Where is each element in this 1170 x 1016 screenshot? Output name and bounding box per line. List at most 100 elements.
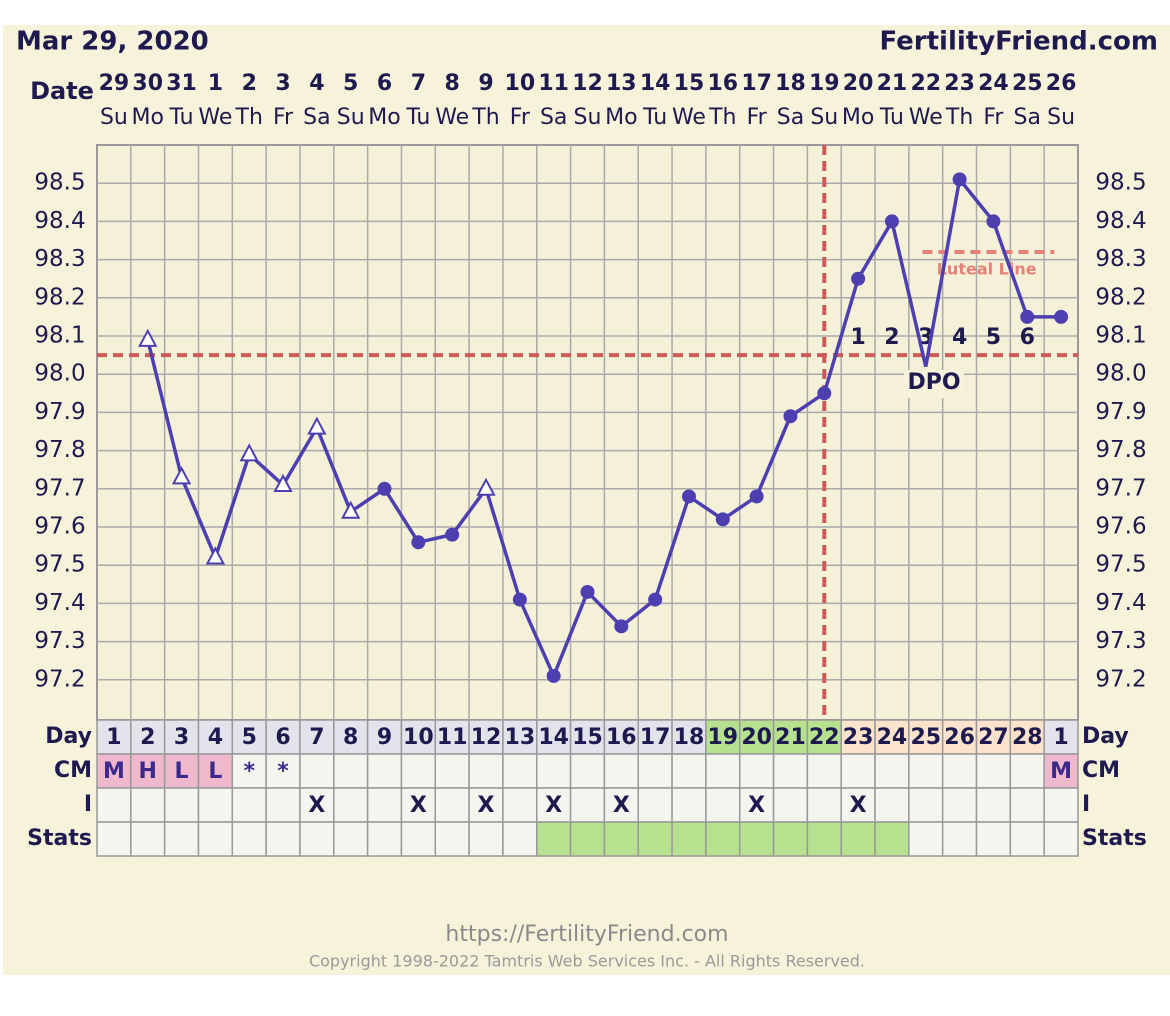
- table-cell: [265, 821, 301, 857]
- table-cell: [333, 821, 369, 857]
- table-cell: [806, 787, 842, 823]
- cell-text: 16: [606, 725, 637, 750]
- table-cell: [536, 753, 572, 789]
- temperature-point-open: [239, 443, 259, 462]
- table-cell: [366, 719, 403, 755]
- table-cell: [874, 787, 910, 823]
- y-tick-label: 98.3: [34, 246, 85, 272]
- weekday-label: Sa: [303, 105, 330, 130]
- cell-text: 3: [174, 725, 189, 750]
- cell-text: X: [308, 793, 325, 818]
- row-label-right: I: [1082, 792, 1090, 817]
- cell-text: L: [175, 759, 189, 784]
- cell-text: 10: [403, 725, 434, 750]
- date-label: 31: [166, 71, 197, 96]
- cell-text: 24: [877, 725, 908, 750]
- cell-text: 27: [978, 725, 1009, 750]
- table-cell: [434, 821, 470, 857]
- weekday-label: Th: [708, 105, 736, 130]
- footer-url: https://FertilityFriend.com: [445, 922, 728, 947]
- table-cell: [705, 787, 741, 823]
- temperature-point: [715, 512, 730, 527]
- table-cell: [1043, 821, 1079, 857]
- table-cell: [1043, 787, 1079, 823]
- temperature-point: [884, 214, 899, 229]
- dpo-label-bg: [904, 370, 964, 398]
- table-cell: [772, 821, 809, 857]
- temperature-point: [546, 668, 561, 683]
- table-cell: [874, 753, 910, 789]
- y-tick-label-right: 98.0: [1095, 361, 1146, 387]
- cell-text: *: [243, 759, 255, 784]
- date-label: 8: [445, 71, 460, 96]
- temperature-point-open: [476, 477, 496, 496]
- weekday-label: We: [435, 105, 469, 130]
- table-cell: [569, 821, 606, 857]
- dpo-number: 4: [952, 325, 967, 350]
- date-label: 5: [343, 71, 358, 96]
- y-tick-label-right: 97.5: [1095, 552, 1146, 578]
- row-label: I: [84, 792, 92, 817]
- date-label: 3: [275, 71, 290, 96]
- dpo-number: 6: [1020, 325, 1035, 350]
- y-tick-label: 98.5: [34, 170, 85, 196]
- table-cell: [96, 719, 132, 755]
- table-cell: [840, 787, 876, 823]
- temperature-point: [986, 214, 1001, 229]
- cell-text: 7: [309, 725, 324, 750]
- table-cell: [502, 787, 538, 823]
- table-cell: [1043, 719, 1079, 755]
- y-tick-label: 97.8: [34, 437, 85, 463]
- cell-text: X: [850, 793, 867, 818]
- y-tick-label-right: 97.3: [1095, 628, 1146, 654]
- y-tick-label-right: 97.4: [1095, 590, 1146, 616]
- cell-text: 14: [538, 725, 569, 750]
- chart-date: Mar 29, 2020: [16, 27, 209, 57]
- date-label: 20: [843, 71, 874, 96]
- y-tick-label: 97.3: [34, 628, 85, 654]
- weekday-label: We: [198, 105, 232, 130]
- table-cell: [637, 787, 673, 823]
- cell-text: 26: [944, 725, 975, 750]
- date-label: 30: [132, 71, 163, 96]
- y-tick-label: 97.4: [34, 590, 85, 616]
- table-cell: [874, 719, 910, 755]
- table-cell: [197, 787, 234, 823]
- date-label: 9: [478, 71, 493, 96]
- cell-text: 6: [275, 725, 290, 750]
- y-tick-label-right: 97.8: [1095, 437, 1146, 463]
- table-cell: [671, 787, 707, 823]
- date-label: 18: [775, 71, 806, 96]
- weekday-label: Fr: [510, 105, 531, 130]
- table-cell: [299, 821, 335, 857]
- table-cell: [840, 821, 876, 857]
- table-cell: [941, 821, 978, 857]
- cell-text: 4: [208, 725, 223, 750]
- table-cell: [130, 821, 166, 857]
- date-label: 24: [978, 71, 1009, 96]
- temperature-point: [411, 535, 426, 550]
- y-tick-label: 98.4: [34, 208, 85, 234]
- table-cell: [197, 821, 234, 857]
- cell-text: 21: [775, 725, 806, 750]
- table-cell: [468, 787, 504, 823]
- cell-text: 11: [437, 725, 468, 750]
- date-label: 10: [505, 71, 536, 96]
- table-cell: [299, 753, 335, 789]
- date-label: 19: [809, 71, 840, 96]
- table-cell: [130, 787, 166, 823]
- x-axis-label: Date: [30, 77, 94, 105]
- temperature-point-open: [171, 466, 192, 485]
- cell-text: 1: [106, 725, 121, 750]
- table-cell: [163, 821, 200, 857]
- weekday-label: Su: [810, 105, 838, 130]
- temperature-point: [377, 481, 392, 496]
- cell-text: X: [545, 793, 562, 818]
- weekday-label: Mo: [132, 105, 164, 130]
- y-tick-label-right: 97.6: [1095, 514, 1146, 540]
- y-tick-label-right: 98.1: [1095, 323, 1146, 349]
- temperature-point: [681, 489, 696, 504]
- cell-text: 25: [910, 725, 941, 750]
- table-cell: [96, 821, 132, 857]
- y-tick-label: 97.5: [34, 552, 85, 578]
